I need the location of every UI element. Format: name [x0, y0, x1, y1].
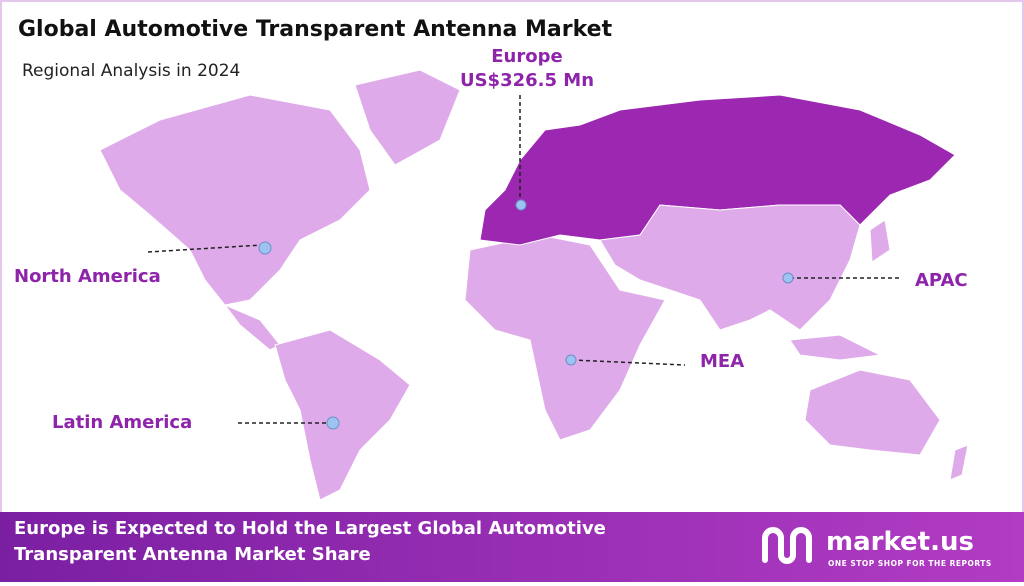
footer-bar [0, 512, 1024, 582]
greenland [354, 69, 461, 166]
marker [782, 272, 794, 284]
marker [565, 354, 577, 366]
asia [599, 204, 861, 331]
new-zealand [949, 444, 969, 481]
region-label: North America [14, 266, 161, 287]
leader-line [571, 359, 686, 366]
southeast-islands [789, 334, 882, 361]
region-label: Europe [491, 46, 562, 67]
region-label: MEA [700, 351, 744, 372]
subtitle: Regional Analysis in 2024 [22, 61, 240, 81]
footer-text: Europe is Expected to Hold the Largest G… [14, 518, 606, 565]
north-america [99, 94, 371, 306]
logo-tagline: ONE STOP SHOP FOR THE REPORTS [828, 559, 992, 568]
world-map [99, 69, 969, 501]
south-america [274, 329, 411, 501]
africa [464, 234, 666, 441]
marker [258, 241, 272, 255]
leader-line [147, 244, 263, 253]
title: Global Automotive Transparent Antenna Ma… [18, 17, 613, 42]
central-america [223, 303, 281, 351]
region-value: US$326.5 Mn [460, 70, 594, 91]
footer-box: Europe is Expected to Hold the Largest G… [14, 518, 606, 565]
marker [326, 416, 340, 430]
logo-text: market.us [826, 527, 974, 557]
marker [515, 199, 527, 211]
japan [869, 219, 891, 263]
markers [147, 95, 900, 430]
australia [804, 369, 941, 456]
logo: market.us ONE STOP SHOP FOR THE REPORTS [762, 527, 992, 568]
logo-icon [762, 527, 812, 564]
region-label: APAC [915, 270, 968, 291]
region-label: Latin America [52, 412, 192, 433]
